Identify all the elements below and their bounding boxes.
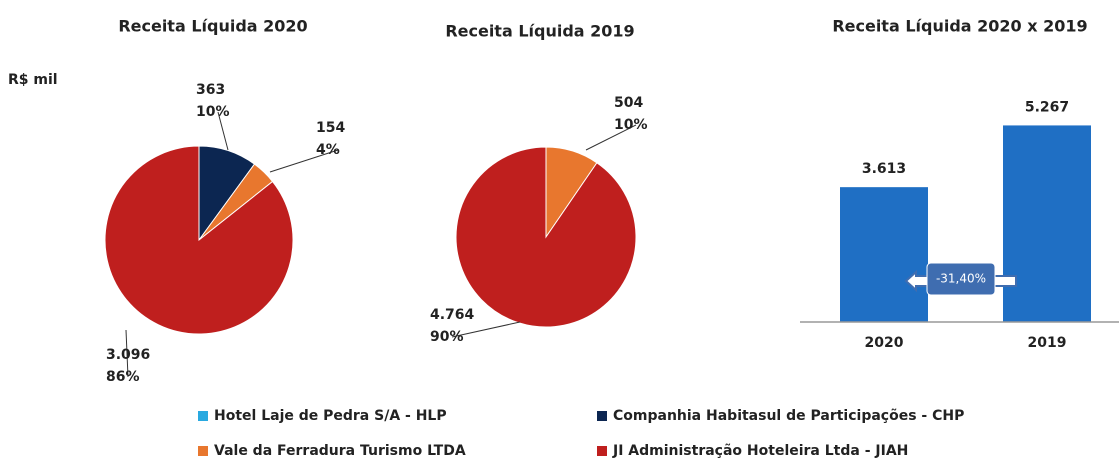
percent-label: 10% — [614, 117, 648, 133]
percent-label: 90% — [430, 329, 464, 345]
legend-swatch — [597, 446, 607, 456]
legend-swatch — [597, 411, 607, 421]
unit-label: R$ mil — [8, 72, 58, 88]
legend-swatch — [198, 446, 208, 456]
bar — [1003, 125, 1091, 322]
legend-swatch — [198, 411, 208, 421]
leader-line — [585, 124, 637, 151]
value-label: 4.764 — [430, 307, 475, 323]
pie-slice — [104, 145, 294, 335]
value-label: 154 — [316, 120, 345, 136]
leader-line — [269, 149, 339, 173]
leader-line — [217, 111, 229, 151]
leader-line — [451, 321, 521, 338]
legend-label: Vale da Ferradura Turismo LTDA — [214, 443, 466, 459]
x-tick-label: 2020 — [865, 335, 904, 351]
chart-title: Receita Líquida 2020 — [118, 17, 307, 36]
bar — [840, 187, 928, 322]
value-label: 5.267 — [1025, 99, 1069, 115]
value-label: 3.613 — [862, 161, 906, 177]
annotation: -31,40% — [936, 272, 986, 286]
value-label: 363 — [196, 82, 225, 98]
legend-label: Companhia Habitasul de Participações - C… — [613, 408, 964, 424]
legend-label: JI Administração Hoteleira Ltda - JIAH — [612, 443, 908, 459]
percent-label: 86% — [106, 369, 140, 385]
x-tick-label: 2019 — [1028, 335, 1067, 351]
legend-label: Hotel Laje de Pedra S/A - HLP — [214, 408, 447, 424]
percent-label: 10% — [196, 104, 230, 120]
chart-title: Receita Líquida 2019 — [445, 22, 634, 41]
leader-line — [125, 329, 129, 378]
annotation-box — [926, 262, 996, 296]
chart-title: Receita Líquida 2020 x 2019 — [832, 17, 1087, 36]
percent-label: 4% — [316, 142, 340, 158]
pie-slice — [455, 146, 637, 328]
value-label: 504 — [614, 95, 643, 111]
value-label: 3.096 — [106, 347, 150, 363]
